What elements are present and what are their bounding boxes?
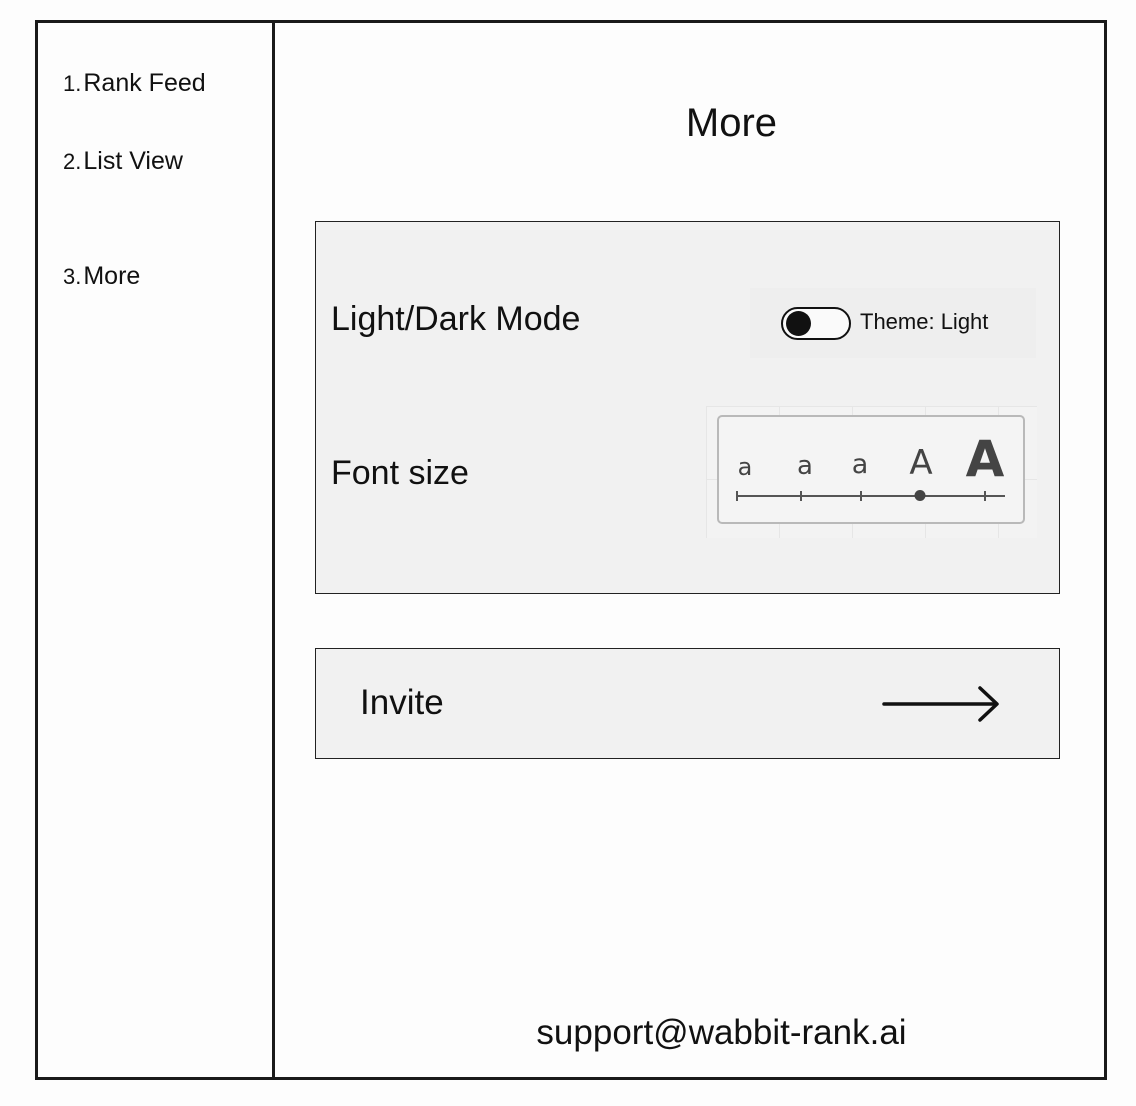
sidebar-item-label: Rank Feed xyxy=(83,69,206,97)
invite-button[interactable]: Invite xyxy=(315,648,1060,759)
settings-panel: Light/Dark Mode Theme: Light Font size a… xyxy=(315,221,1060,594)
theme-status-text: Theme: Light xyxy=(860,309,989,334)
theme-control: Theme: Light xyxy=(750,288,1036,358)
arrow-right-icon xyxy=(882,686,999,722)
main-content: More Light/Dark Mode Theme: Light Font s… xyxy=(275,23,1104,1077)
app-frame: 1.Rank Feed 2.List View 3.More More Ligh… xyxy=(35,20,1107,1080)
invite-label: Invite xyxy=(360,683,444,722)
font-size-slider[interactable] xyxy=(736,490,1005,501)
sidebar-item-label: More xyxy=(83,262,141,290)
sidebar-item-more[interactable]: 3.More xyxy=(63,262,140,291)
theme-setting-label: Light/Dark Mode xyxy=(331,300,581,338)
font-size-slider-tick xyxy=(984,491,986,501)
font-size-option-2[interactable]: a xyxy=(797,451,813,481)
sidebar: 1.Rank Feed 2.List View 3.More xyxy=(38,23,275,1077)
font-size-slider-tick xyxy=(800,491,802,501)
font-size-slider-tick xyxy=(860,491,862,501)
sidebar-item-number: 1. xyxy=(63,71,82,96)
sidebar-item-list-view[interactable]: 2.List View xyxy=(63,147,183,176)
sidebar-item-label: List View xyxy=(83,147,183,175)
theme-toggle[interactable] xyxy=(781,307,851,340)
font-size-slider-tick xyxy=(736,491,738,501)
sidebar-item-number: 3. xyxy=(63,264,82,289)
support-email-link[interactable]: support@wabbit-rank.ai xyxy=(536,1013,907,1052)
sidebar-item-rank-feed[interactable]: 1.Rank Feed xyxy=(63,69,206,98)
sidebar-item-number: 2. xyxy=(63,149,82,174)
font-size-slider-thumb[interactable] xyxy=(914,490,926,501)
font-size-option-5[interactable]: A xyxy=(965,430,1005,488)
font-size-setting-label: Font size xyxy=(331,454,469,492)
font-size-option-4[interactable]: A xyxy=(909,443,933,483)
page-title: More xyxy=(685,101,778,145)
font-size-option-3[interactable]: a xyxy=(851,449,869,480)
font-size-picker: a a a A A xyxy=(717,415,1025,524)
font-size-control: a a a A A xyxy=(706,406,1037,538)
toggle-knob xyxy=(786,311,811,336)
font-size-option-1[interactable]: a xyxy=(737,453,753,481)
